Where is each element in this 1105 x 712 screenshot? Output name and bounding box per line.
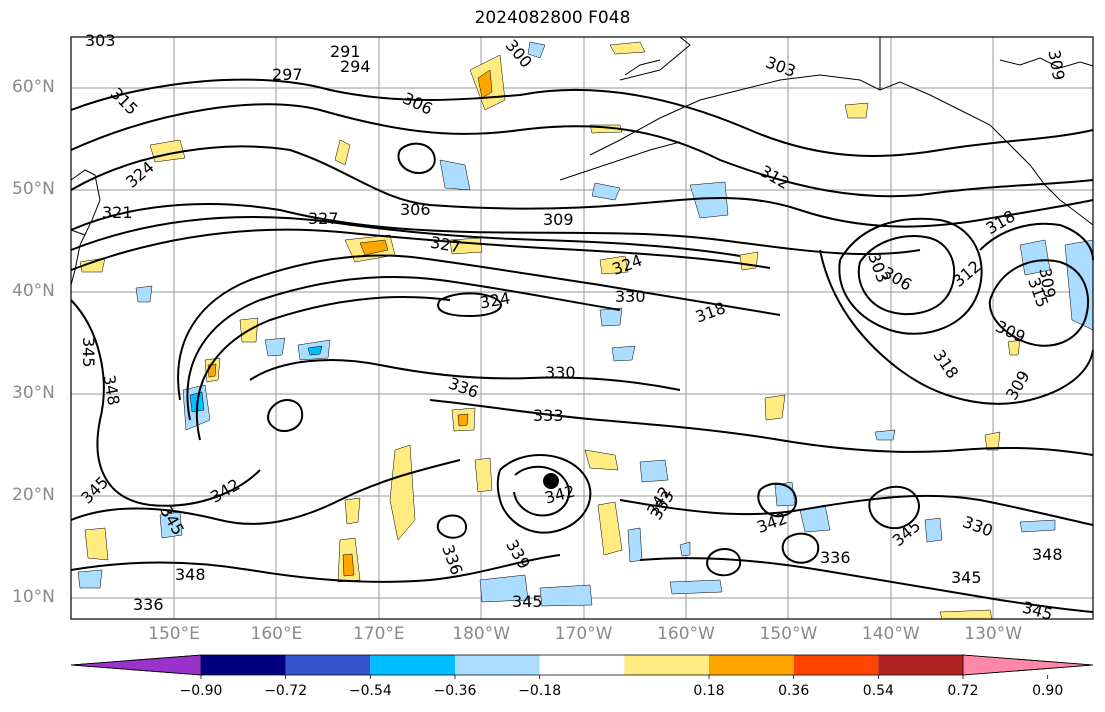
colorbar-tick-label: −0.72 xyxy=(264,683,308,699)
colorbar-segment xyxy=(962,654,1094,676)
contour-label: 336 xyxy=(133,595,164,614)
contour-label: 309 xyxy=(543,210,574,229)
colorbar-segment xyxy=(624,655,709,675)
colorbar-tick-label: −0.36 xyxy=(433,683,477,699)
contour-label: 303 xyxy=(85,31,116,50)
colorbar-segment xyxy=(709,655,794,675)
contour-lines xyxy=(70,78,1094,613)
contour-label: 297 xyxy=(272,65,303,84)
longitude-label: 150°W xyxy=(759,624,818,644)
contour-label: 345 xyxy=(951,568,982,587)
contour-label: 330 xyxy=(615,287,646,306)
latitude-label: 50°N xyxy=(12,179,55,199)
map-border xyxy=(70,36,1094,620)
colorbar-tick-label: −0.18 xyxy=(518,683,562,699)
contour-label: 345 xyxy=(79,337,98,368)
longitude-label: 140°W xyxy=(861,624,920,644)
latitude-label: 10°N xyxy=(12,587,55,607)
colorbar-tick-label: 0.90 xyxy=(1032,683,1064,699)
colorbar-segment xyxy=(793,655,879,675)
colorbar-tick-label: 0.72 xyxy=(947,683,979,699)
longitude-label: 160°E xyxy=(250,624,303,644)
contour-label: 291 xyxy=(330,42,361,61)
contour-label: 336 xyxy=(820,548,851,567)
longitude-label: 170°E xyxy=(352,624,405,644)
colorbar-segment xyxy=(539,655,625,675)
latitude-label: 30°N xyxy=(12,383,55,403)
contour-label: 333 xyxy=(533,406,564,425)
longitude-label: 160°W xyxy=(657,624,715,644)
latitude-label: 60°N xyxy=(12,77,55,97)
colorbar-tick-label: 0.18 xyxy=(693,683,725,699)
colorbar-segment xyxy=(70,654,202,676)
colorbar-segment xyxy=(285,655,371,675)
contour-label: 345 xyxy=(512,592,543,611)
low-center-marker xyxy=(543,473,559,489)
contour-label: 294 xyxy=(340,57,371,76)
latitude-label: 20°N xyxy=(12,485,55,505)
contour-label: 348 xyxy=(1032,545,1063,564)
colorbar-segment xyxy=(455,655,540,675)
colorbar xyxy=(70,654,1094,679)
colorbar-segment xyxy=(201,655,286,675)
shaded-patches xyxy=(77,41,1094,620)
longitude-label: 130°W xyxy=(964,624,1023,644)
longitude-label: 180°W xyxy=(452,624,511,644)
longitude-label: 150°E xyxy=(148,624,200,644)
colorbar-tick-label: −0.54 xyxy=(348,683,392,699)
colorbar-segment xyxy=(878,655,963,675)
colorbar-segment xyxy=(370,655,455,675)
contour-label: 306 xyxy=(400,200,431,219)
contour-label: 321 xyxy=(102,203,133,222)
colorbar-tick-label: 0.54 xyxy=(862,683,894,699)
contour-label: 330 xyxy=(545,363,576,382)
latitude-label: 40°N xyxy=(12,281,55,301)
contour-label: 327 xyxy=(308,209,339,228)
coastlines xyxy=(70,36,1094,286)
colorbar-tick-label: 0.36 xyxy=(778,683,810,699)
map-title: 2024082800 F048 xyxy=(474,8,631,28)
longitude-label: 170°W xyxy=(554,624,613,644)
colorbar-tick-label: −0.90 xyxy=(179,683,223,699)
contour-label: 348 xyxy=(175,565,206,584)
